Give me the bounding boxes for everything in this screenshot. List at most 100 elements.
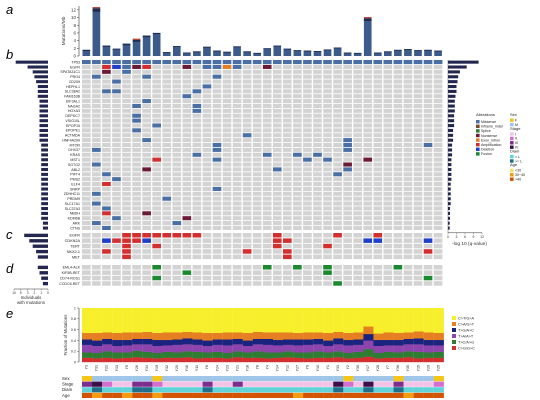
b-empty-cell: [202, 138, 212, 143]
clinical-cell: [383, 381, 394, 387]
c-empty-cell: [403, 249, 413, 254]
b-empty-cell: [433, 84, 443, 89]
b-empty-cell: [393, 201, 403, 206]
panel-labels: a b c d e: [6, 2, 14, 321]
b-gene-label: PRDM9: [67, 197, 80, 201]
clinical-cell: [192, 376, 203, 382]
b-empty-cell: [142, 157, 151, 162]
b-empty-cell: [172, 147, 182, 152]
b-empty-cell: [272, 108, 282, 113]
b-right-tick-label: 6: [464, 235, 466, 239]
e-stack-segment: [152, 332, 163, 341]
b-empty-cell: [293, 147, 302, 152]
b-empty-cell: [323, 138, 332, 143]
b-empty-cell: [202, 99, 212, 104]
b-empty-cell: [212, 206, 222, 211]
b-empty-cell: [162, 103, 172, 108]
b-empty-cell: [112, 128, 121, 133]
e-stack-segment: [252, 338, 263, 345]
b-empty-cell: [252, 79, 262, 84]
e-stack-segment: [152, 345, 163, 354]
e-stack-segment: [323, 352, 334, 358]
clinical-cell: [112, 392, 123, 398]
b-empty-cell: [252, 152, 262, 157]
b-empty-cell: [152, 152, 161, 157]
clinical-cell: [152, 392, 163, 398]
b-empty-cell: [283, 196, 292, 201]
b-alteration-cell: [142, 99, 151, 104]
b-empty-cell: [393, 167, 403, 172]
legend-swatch: [510, 122, 514, 127]
b-alteration-cell: [212, 60, 222, 65]
b-empty-cell: [413, 64, 423, 69]
e-stack-segment: [383, 345, 394, 352]
b-empty-cell: [122, 74, 131, 79]
b-empty-cell: [242, 206, 252, 211]
c-empty-cell: [92, 233, 101, 238]
b-empty-cell: [152, 99, 161, 104]
b-empty-cell: [283, 216, 292, 221]
c-empty-cell: [343, 243, 352, 249]
b-empty-cell: [232, 138, 242, 143]
c-empty-cell: [262, 238, 272, 243]
clinical-cell: [413, 387, 424, 393]
e-stack-segment: [413, 338, 424, 345]
b-empty-cell: [293, 64, 302, 69]
a-bar-top: [394, 49, 402, 51]
clinical-cell: [252, 376, 263, 382]
b-empty-cell: [222, 152, 232, 157]
b-empty-cell: [272, 69, 282, 74]
c-alteration-cell: [102, 249, 111, 254]
b-empty-cell: [272, 177, 282, 182]
legend-alterations-title: Alterations: [476, 112, 495, 117]
b-empty-cell: [373, 221, 383, 226]
b-empty-cell: [323, 99, 332, 104]
b-empty-cell: [162, 118, 172, 123]
b-empty-cell: [423, 211, 433, 216]
e-stack-segment: [112, 345, 123, 353]
b-empty-cell: [433, 201, 443, 206]
e-sample-label: Y34: [145, 365, 149, 371]
b-empty-cell: [212, 94, 222, 99]
b-empty-cell: [303, 147, 312, 152]
b-empty-cell: [182, 89, 192, 94]
b-empty-cell: [433, 216, 443, 221]
b-empty-cell: [433, 123, 443, 128]
b-empty-cell: [413, 201, 423, 206]
b-empty-cell: [242, 74, 252, 79]
b-empty-cell: [182, 182, 192, 187]
clinical-cell: [202, 381, 213, 387]
b-empty-cell: [293, 123, 302, 128]
c-empty-cell: [413, 238, 423, 243]
a-bar-top: [373, 52, 382, 54]
c-empty-cell: [353, 238, 362, 243]
d-empty-cell: [252, 270, 262, 275]
b-empty-cell: [303, 152, 312, 157]
b-empty-cell: [333, 113, 342, 118]
b-empty-cell: [182, 196, 192, 201]
b-empty-cell: [423, 182, 433, 187]
c-empty-cell: [383, 233, 393, 238]
b-empty-cell: [162, 79, 172, 84]
a-bar-top: [243, 51, 251, 53]
b-empty-cell: [102, 142, 111, 148]
b-empty-cell: [433, 167, 443, 172]
e-stack-segment: [102, 338, 113, 345]
b-empty-cell: [162, 177, 172, 182]
b-empty-cell: [433, 99, 443, 104]
b-empty-cell: [232, 94, 242, 99]
clinical-cell: [112, 381, 123, 387]
d-empty-cell: [102, 275, 111, 281]
b-empty-cell: [313, 177, 322, 182]
b-empty-cell: [323, 221, 332, 226]
b-empty-cell: [172, 108, 182, 113]
b-empty-cell: [92, 167, 101, 172]
b-empty-cell: [262, 162, 272, 167]
b-right-bar: [448, 226, 450, 230]
b-empty-cell: [122, 177, 131, 182]
b-empty-cell: [433, 172, 443, 177]
b-empty-cell: [182, 211, 192, 216]
c-alteration-cell: [242, 249, 252, 254]
b-empty-cell: [323, 84, 332, 89]
clinical-cell: [262, 392, 274, 398]
